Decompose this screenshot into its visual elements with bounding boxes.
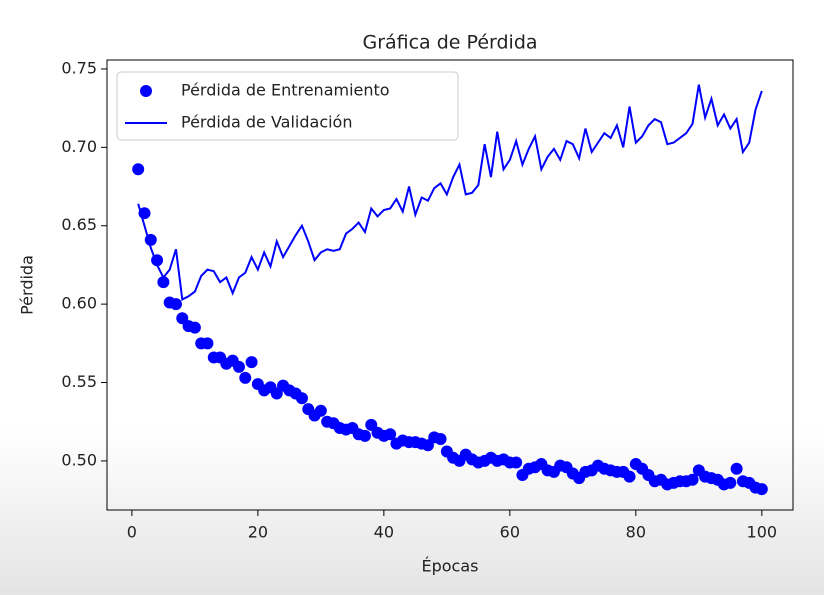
x-tick-label: 80 xyxy=(626,523,646,542)
legend-label: Pérdida de Entrenamiento xyxy=(181,81,390,100)
training-point xyxy=(239,371,252,384)
training-point xyxy=(730,462,743,475)
legend-box xyxy=(116,71,459,141)
x-tick-label: 20 xyxy=(248,523,268,542)
plot-frame xyxy=(106,59,794,511)
training-point xyxy=(358,429,371,442)
y-tick-label: 0.50 xyxy=(61,450,97,469)
y-axis-label: Pérdida xyxy=(18,255,37,315)
x-tick-label: 0 xyxy=(127,523,137,542)
training-point xyxy=(384,428,397,441)
x-tick-label: 60 xyxy=(500,523,520,542)
training-point xyxy=(623,470,636,483)
y-tick-label: 0.75 xyxy=(61,58,97,77)
training-point xyxy=(314,404,327,417)
training-point xyxy=(724,476,737,489)
training-point xyxy=(755,483,768,496)
training-point xyxy=(245,356,258,369)
training-point xyxy=(510,456,523,469)
x-tick-label: 100 xyxy=(747,523,778,542)
training-point xyxy=(434,432,447,445)
training-point xyxy=(169,298,182,311)
x-tick-label: 40 xyxy=(374,523,394,542)
legend-marker xyxy=(140,85,152,97)
y-tick-label: 0.55 xyxy=(61,372,97,391)
y-tick-label: 0.70 xyxy=(61,137,97,156)
validation-line xyxy=(137,84,763,301)
training-point xyxy=(686,473,699,486)
training-point xyxy=(188,321,201,334)
y-tick-label: 0.60 xyxy=(61,294,97,313)
x-axis-label: Épocas xyxy=(422,557,479,576)
training-point xyxy=(132,163,145,176)
training-point xyxy=(157,276,170,289)
legend-label: Pérdida de Validación xyxy=(181,113,352,132)
training-point xyxy=(201,337,214,350)
chart-title: Gráfica de Pérdida xyxy=(362,32,537,54)
training-point xyxy=(232,360,245,373)
y-tick-label: 0.65 xyxy=(61,215,97,234)
training-point xyxy=(295,392,308,405)
